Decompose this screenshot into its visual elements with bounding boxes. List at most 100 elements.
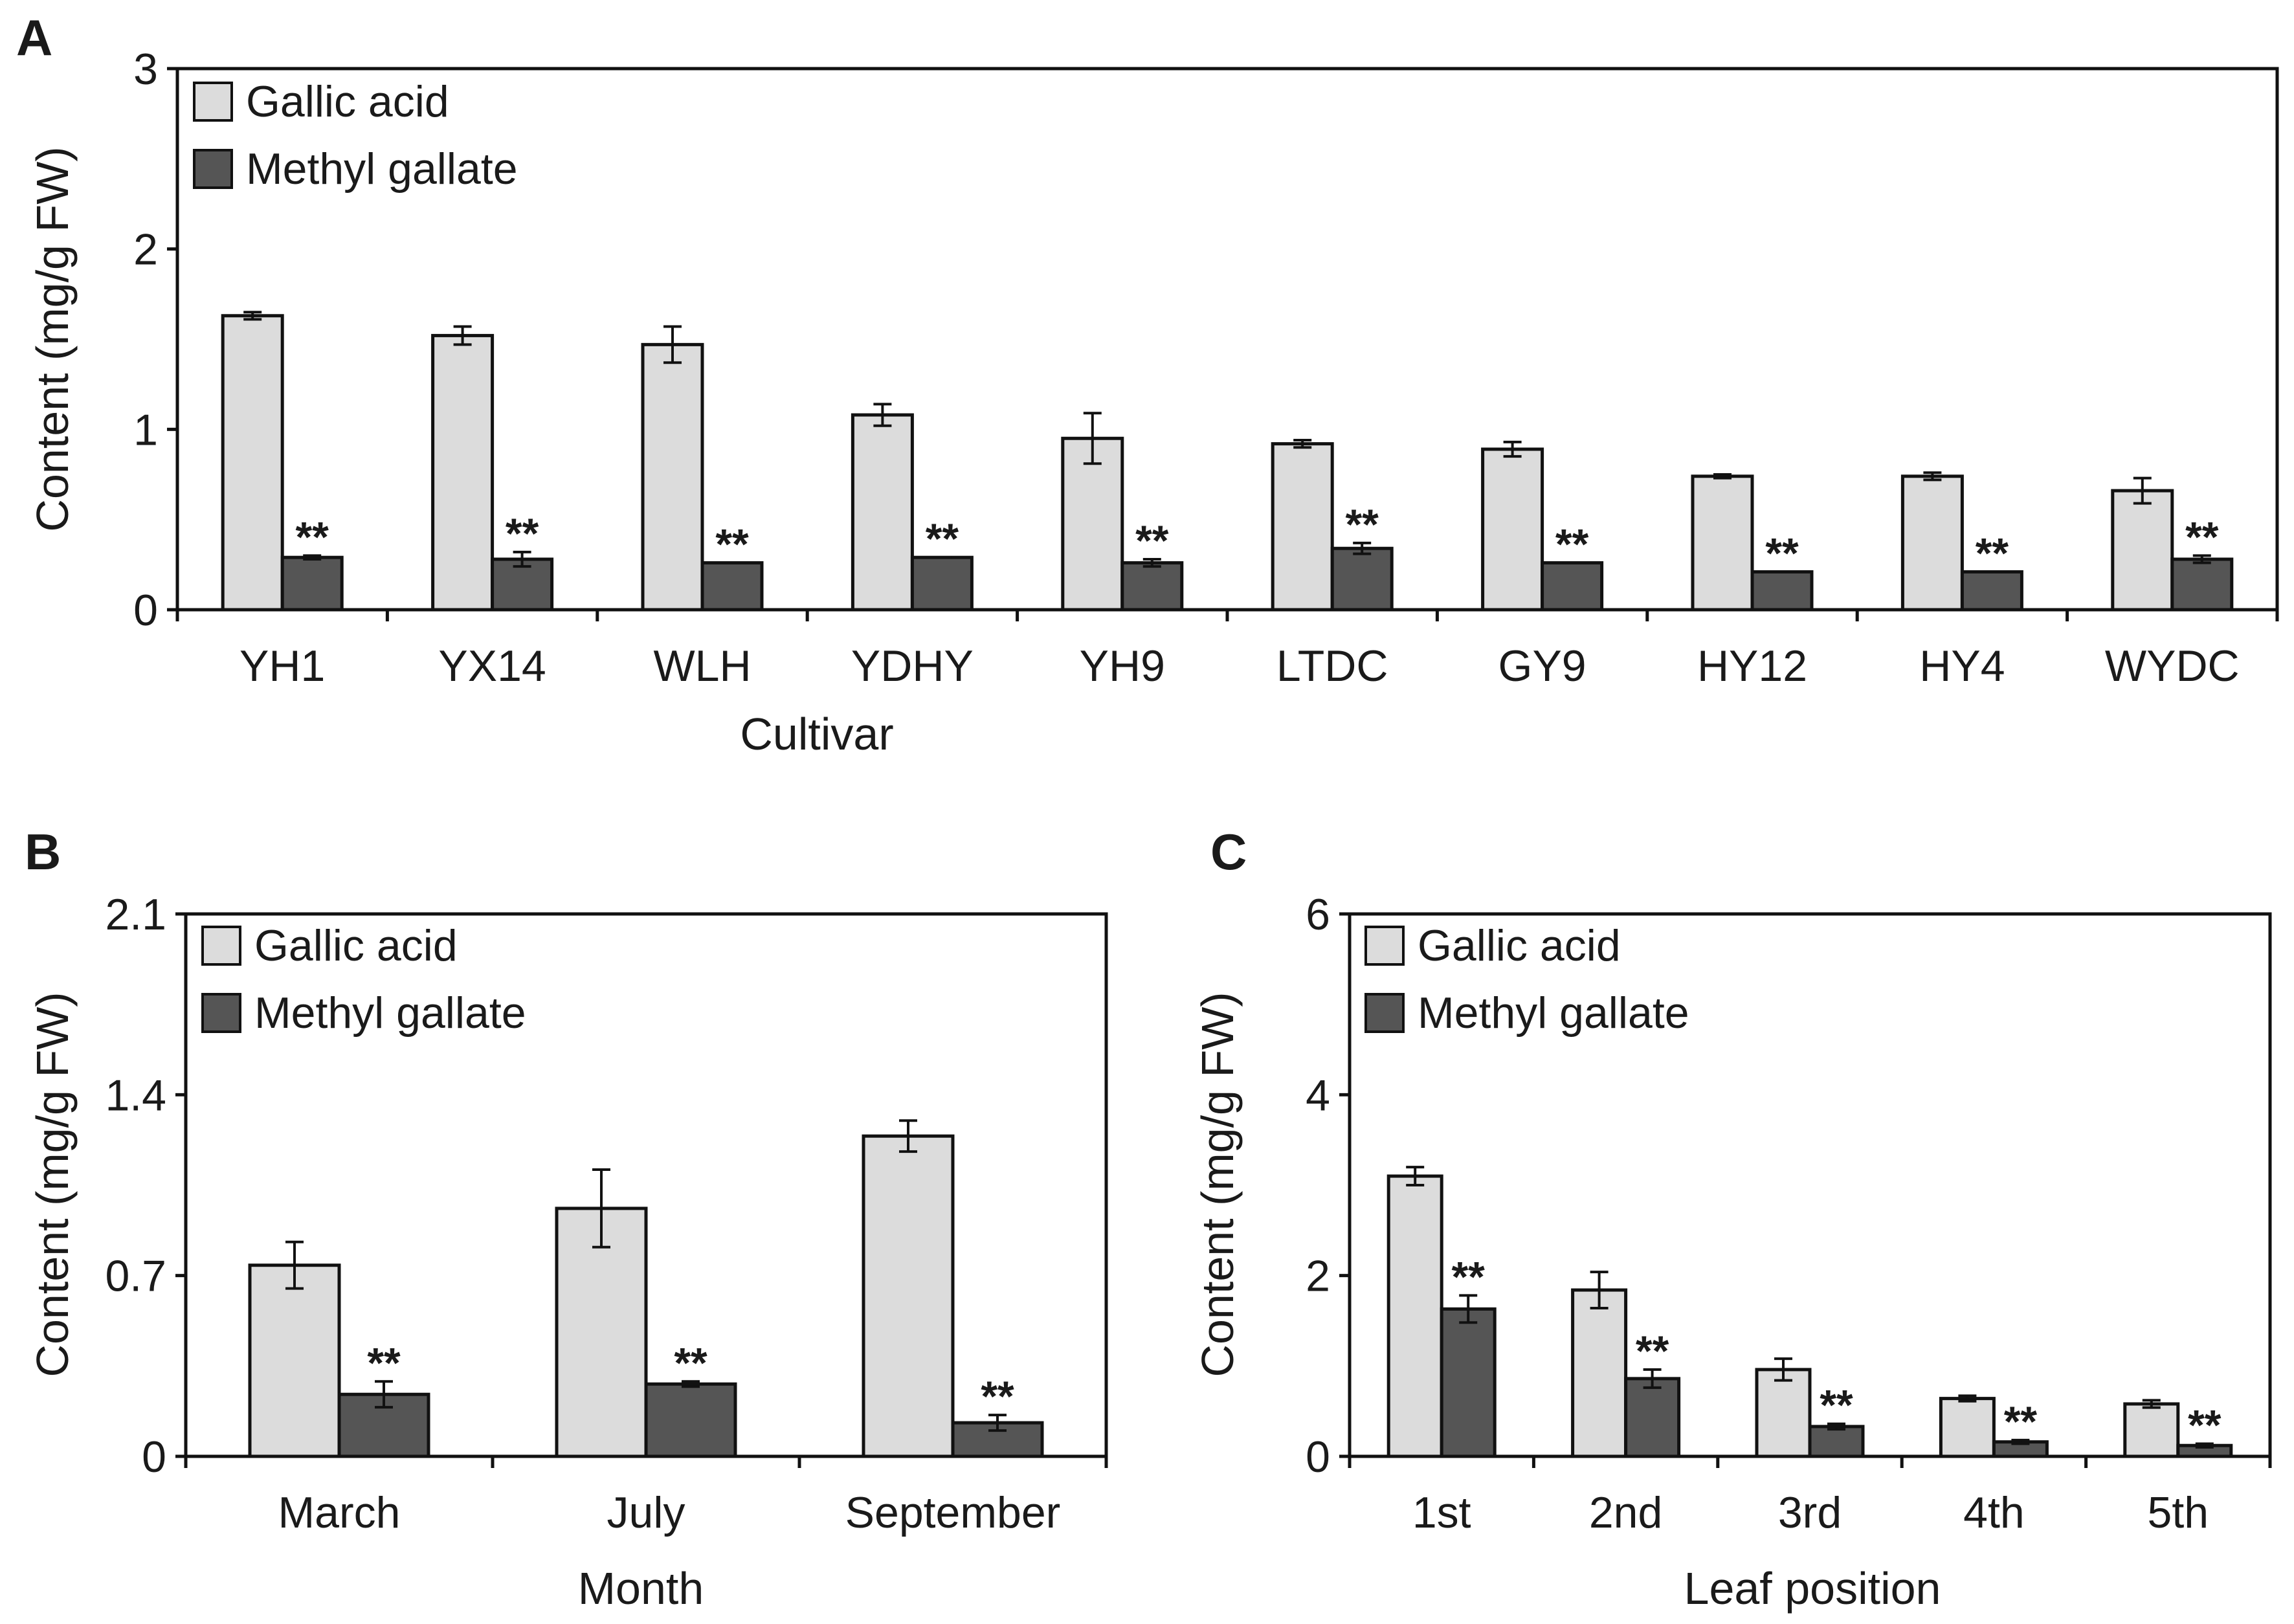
bar-gallic-acid (248, 1263, 341, 1458)
x-tick-label: September (845, 1488, 1061, 1537)
significance-marker: ** (1976, 529, 2009, 577)
panel-a: A 0 1 2 3 YH1 ** YX14 ** WLH ** YDHY ** YH9 ** LTDC ** G… (16, 9, 2279, 759)
legend-c: Gallic acid Methyl gallate (1364, 921, 1689, 1038)
bar-methyl-gallate (280, 555, 344, 612)
bar-group-c: 0 2 4 6 1st ** 2nd ** 3rd ** 4th ** 5th ** (1306, 890, 2272, 1537)
x-tick-label: GY9 (1498, 641, 1587, 691)
significance-marker: ** (1452, 1252, 1486, 1300)
legend-swatch-gallic (201, 926, 241, 966)
legend-swatch-methyl (193, 149, 233, 189)
bar-gallic-acid (2123, 1402, 2180, 1458)
bar-gallic-acid (851, 413, 914, 612)
panel-label-b: B (25, 823, 61, 880)
bar-group-a: 0 1 2 3 YH1 ** YX14 ** WLH ** YDHY ** YH9 ** LTDC ** GY9… (133, 45, 2279, 691)
bar-gallic-acid (1271, 442, 1334, 612)
y-tick-label: 1 (133, 405, 158, 454)
legend-a: Gallic acid Methyl gallate (193, 77, 518, 194)
x-tick-label: YH1 (239, 641, 325, 691)
x-tick-label: HY4 (1919, 641, 2005, 691)
bar-methyl-gallate (1960, 570, 2023, 612)
x-tick-label: YX14 (438, 641, 546, 691)
y-tick-label: 0.7 (105, 1252, 166, 1301)
significance-marker: ** (981, 1372, 1014, 1420)
y-tick-label: 2.1 (105, 890, 166, 939)
y-tick-label: 2 (1306, 1252, 1330, 1301)
bar-gallic-acid (862, 1134, 955, 1458)
legend-label-methyl: Methyl gallate (246, 144, 518, 194)
significance-marker: ** (674, 1339, 707, 1386)
bar-methyl-gallate (1750, 570, 1814, 612)
x-tick-label: WLH (653, 641, 751, 691)
x-tick-label: WYDC (2105, 641, 2240, 691)
bar-gallic-acid (1386, 1174, 1443, 1458)
bar-methyl-gallate (1541, 561, 1604, 612)
legend-swatch-methyl (201, 993, 241, 1033)
x-tick-label: March (278, 1488, 401, 1537)
x-tick-label: LTDC (1276, 641, 1388, 691)
x-axis-title: Leaf position (1684, 1563, 1941, 1614)
x-axis-title: Cultivar (740, 709, 893, 759)
significance-marker: ** (1636, 1327, 1669, 1375)
bar-methyl-gallate (1120, 561, 1184, 612)
bar-methyl-gallate (1440, 1307, 1497, 1458)
x-tick-label: YH9 (1080, 641, 1165, 691)
bar-gallic-acid (641, 342, 704, 612)
bar-gallic-acid (1061, 436, 1124, 612)
x-tick-label: HY12 (1697, 641, 1807, 691)
x-tick-label: 5th (2148, 1488, 2209, 1537)
bar-gallic-acid (1481, 447, 1544, 612)
x-axis-title: Month (578, 1563, 704, 1614)
legend-swatch-gallic (193, 82, 233, 122)
significance-marker: ** (367, 1339, 401, 1386)
significance-marker: ** (1555, 520, 1589, 568)
bar-methyl-gallate (910, 555, 974, 612)
bar-gallic-acid (2111, 489, 2174, 612)
significance-marker: ** (1135, 517, 1169, 564)
legend-label-methyl: Methyl gallate (1418, 988, 1689, 1038)
x-tick-label: YDHY (851, 641, 974, 691)
y-axis-title: Content (mg/g FW) (27, 146, 78, 531)
y-tick-label: 3 (133, 45, 158, 94)
x-tick-label: July (607, 1488, 685, 1537)
panel-label-c: C (1210, 823, 1247, 880)
y-tick-label: 0 (1306, 1432, 1330, 1482)
bar-gallic-acid (221, 314, 284, 612)
significance-marker: ** (715, 520, 749, 568)
bar-gallic-acid (1691, 474, 1754, 612)
bar-methyl-gallate (1624, 1377, 1681, 1458)
bar-methyl-gallate (1808, 1425, 1865, 1458)
significance-marker: ** (926, 515, 959, 562)
significance-marker: ** (1346, 500, 1379, 548)
bar-gallic-acid (431, 333, 495, 612)
bar-methyl-gallate (700, 561, 764, 612)
y-tick-label: 6 (1306, 890, 1330, 939)
panel-label-a: A (16, 9, 52, 66)
bar-methyl-gallate (2170, 557, 2234, 612)
significance-marker: ** (1765, 529, 1799, 577)
x-tick-label: 4th (1963, 1488, 2025, 1537)
legend-b: Gallic acid Methyl gallate (201, 921, 526, 1038)
panel-c: C 0 2 4 6 1st ** 2nd ** 3rd ** 4th ** 5th ** Gallic a… (1192, 823, 2272, 1614)
y-tick-label: 4 (1306, 1071, 1330, 1120)
x-tick-label: 2nd (1589, 1488, 1662, 1537)
bar-gallic-acid (1755, 1368, 1812, 1458)
panel-b: B 0 0.7 1.4 2.1 March ** July ** September ** Gal… (25, 823, 1108, 1614)
significance-marker: ** (296, 513, 329, 561)
bar-methyl-gallate (644, 1382, 737, 1458)
x-tick-label: 3rd (1778, 1488, 1842, 1537)
legend-label-gallic: Gallic acid (1418, 921, 1621, 970)
bar-group-b: 0 0.7 1.4 2.1 March ** July ** September ** (105, 890, 1108, 1537)
y-tick-label: 1.4 (105, 1071, 166, 1120)
y-tick-label: 2 (133, 225, 158, 274)
significance-marker: ** (2188, 1401, 2222, 1449)
y-axis-title: Content (mg/g FW) (27, 992, 78, 1377)
significance-marker: ** (1820, 1381, 1853, 1429)
legend-swatch-methyl (1364, 993, 1405, 1033)
legend-label-methyl: Methyl gallate (254, 988, 526, 1038)
significance-marker: ** (2185, 513, 2219, 561)
y-axis-title: Content (mg/g FW) (1192, 992, 1243, 1377)
legend-label-gallic: Gallic acid (246, 77, 449, 126)
y-tick-label: 0 (142, 1432, 166, 1482)
bar-gallic-acid (1939, 1397, 1996, 1458)
